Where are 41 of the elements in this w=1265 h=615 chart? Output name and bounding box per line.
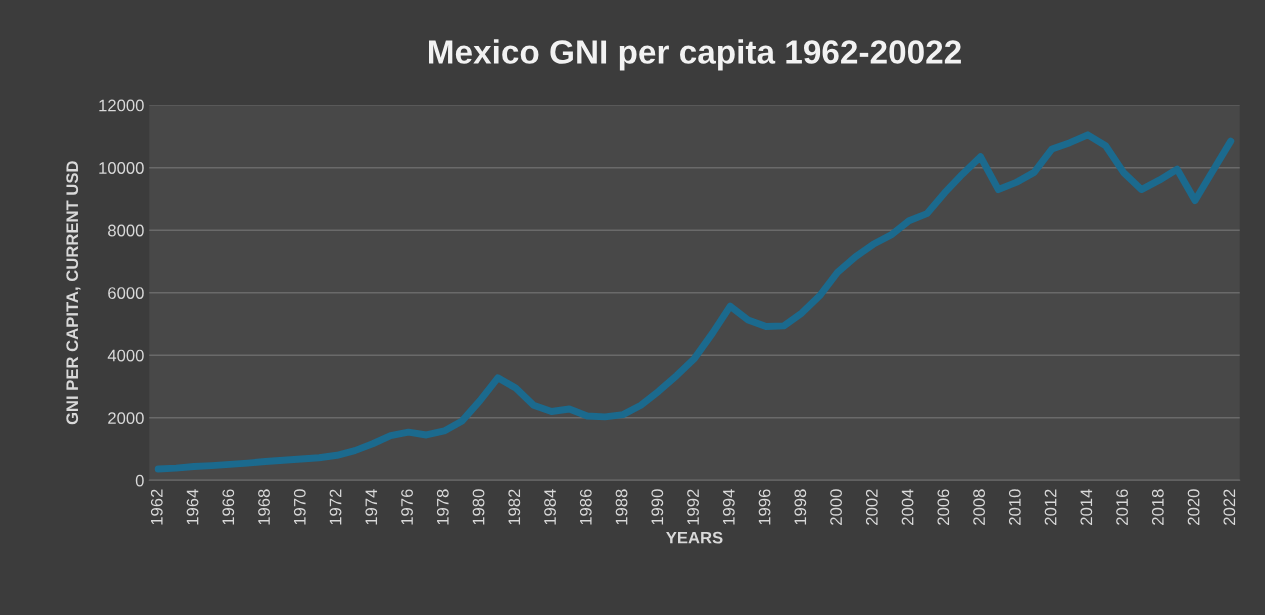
x-tick-label: 2006 <box>937 489 950 525</box>
x-tick-label: 1992 <box>687 489 699 525</box>
y-tick-label: 0 <box>135 474 144 487</box>
x-tick-label: 2020 <box>1187 489 1200 525</box>
x-tick-label: 1982 <box>508 489 521 525</box>
x-tick-label: 1964 <box>186 489 199 525</box>
chart-title: Mexico GNI per capita 1962-20022 <box>429 39 961 71</box>
y-tick-label: 6000 <box>108 287 144 299</box>
x-axis-title: YEARS <box>666 531 723 544</box>
x-tick-label: 2014 <box>1080 489 1093 525</box>
x-tick-label: 1984 <box>544 489 556 525</box>
x-tick-label: 1966 <box>222 489 235 525</box>
y-tick-label: 8000 <box>108 224 144 237</box>
x-tick-label: 1976 <box>401 489 413 525</box>
x-tick-label: 1972 <box>329 489 342 525</box>
y-axis-title: GNI PER CAPITA, CURRENT USD <box>66 161 81 425</box>
y-tick-label: 4000 <box>107 349 144 362</box>
x-tick-label: 2010 <box>1008 489 1021 525</box>
x-tick-label: 2022 <box>1223 489 1236 525</box>
x-tick-label: 1968 <box>258 489 270 525</box>
x-tick-label: 2008 <box>973 489 985 525</box>
x-tick-label: 2000 <box>830 489 842 525</box>
x-tick-label: 1988 <box>615 489 628 525</box>
x-tick-label: 1986 <box>579 489 592 525</box>
x-tick-label: 2012 <box>1044 489 1057 525</box>
x-tick-label: 1996 <box>758 489 771 525</box>
x-tick-label: 1978 <box>436 489 449 525</box>
x-tick-label: 1994 <box>722 489 735 525</box>
x-tick-label: 1980 <box>472 489 485 525</box>
x-tick-label: 1962 <box>150 489 163 525</box>
y-tick-label: 10000 <box>99 162 144 174</box>
x-tick-label: 2018 <box>1151 489 1164 525</box>
x-tick-label: 1990 <box>651 489 664 525</box>
x-tick-label: 1974 <box>365 489 378 525</box>
x-tick-label: 2002 <box>865 489 878 525</box>
x-tick-label: 1970 <box>293 489 306 525</box>
y-tick-label: 2000 <box>108 412 144 424</box>
x-tick-label: 1998 <box>794 489 807 525</box>
x-tick-label: 2004 <box>901 489 914 525</box>
y-tick-label: 12000 <box>99 99 144 112</box>
x-tick-label: 2016 <box>1116 489 1128 525</box>
